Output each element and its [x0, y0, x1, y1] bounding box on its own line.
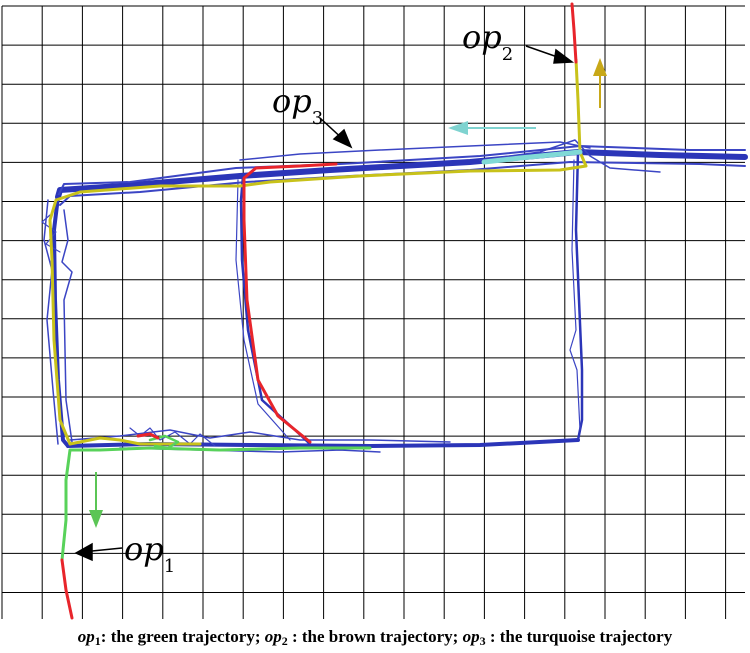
grid-lines	[1, 5, 745, 619]
op2-pointer-arrow-icon	[553, 48, 575, 64]
middle-road-main	[239, 174, 312, 446]
caption-op2-main: op	[264, 627, 282, 646]
caption-op1-main: op	[77, 627, 95, 646]
turquoise-left-arrow-head-icon	[448, 121, 468, 135]
op3-pointer-arrow-icon	[332, 128, 353, 149]
op3-turquoise-path	[481, 149, 583, 165]
op2-label: op2	[462, 18, 513, 65]
op1-pointer-arrow-icon	[74, 542, 93, 562]
green-down-arrow-head-icon	[89, 510, 103, 528]
bottom-road-strand	[69, 429, 451, 443]
caption-text-2: : the brown trajectory;	[287, 627, 463, 646]
caption-op3: op3	[462, 627, 486, 648]
yellow-up-arrow-head-icon	[593, 58, 607, 76]
caption-op1: op1	[77, 627, 101, 648]
caption-op1-sub: 1	[94, 634, 101, 648]
op3-red-path	[242, 162, 338, 444]
op3-label: op3	[272, 82, 323, 129]
top-road-main	[55, 149, 748, 200]
left-road-strand	[61, 209, 73, 443]
pointer-arrows	[74, 45, 575, 562]
op3-label-sub: 3	[312, 108, 323, 129]
op3-label-main: op	[272, 82, 312, 120]
direction-arrows	[89, 58, 607, 528]
op3-red-trajectory	[242, 162, 338, 444]
op1-label-main: op	[124, 530, 164, 568]
op1-trajectory	[60, 432, 372, 620]
caption-op2-sub: 2	[281, 634, 288, 648]
op2-red-segment	[570, 2, 578, 64]
op2-label-main: op	[462, 18, 502, 56]
caption-op2: op2	[264, 627, 288, 648]
right-road-main	[574, 150, 584, 442]
left-road-main	[52, 195, 70, 448]
op1-red-blob	[136, 432, 160, 440]
caption-text-3: : the turquoise trajectory	[485, 627, 673, 646]
caption-op3-main: op	[462, 627, 480, 646]
op2-label-sub: 2	[502, 44, 513, 65]
top-road-strand	[55, 145, 746, 201]
op3-turquoise-trajectory	[481, 149, 583, 165]
op1-label-sub: 1	[164, 556, 175, 577]
op1-green-path	[60, 446, 372, 562]
left-road-strand	[43, 199, 59, 445]
caption-text-1: : the green trajectory;	[100, 627, 265, 646]
op1-label: op1	[124, 530, 175, 577]
op2-trajectory	[48, 2, 588, 446]
op1-red-segment	[60, 558, 74, 620]
op2-yellow-path	[48, 58, 588, 446]
right-road-strand	[569, 159, 581, 431]
middle-road-strand	[235, 179, 291, 441]
trajectory-diagram: op2 op3 op1	[1, 2, 748, 620]
top-road-strand	[479, 139, 661, 173]
caption-op3-sub: 3	[479, 634, 486, 648]
figure-caption: op1: the green trajectory; op2 : the bro…	[0, 624, 750, 650]
op1-green-blob	[148, 434, 180, 450]
